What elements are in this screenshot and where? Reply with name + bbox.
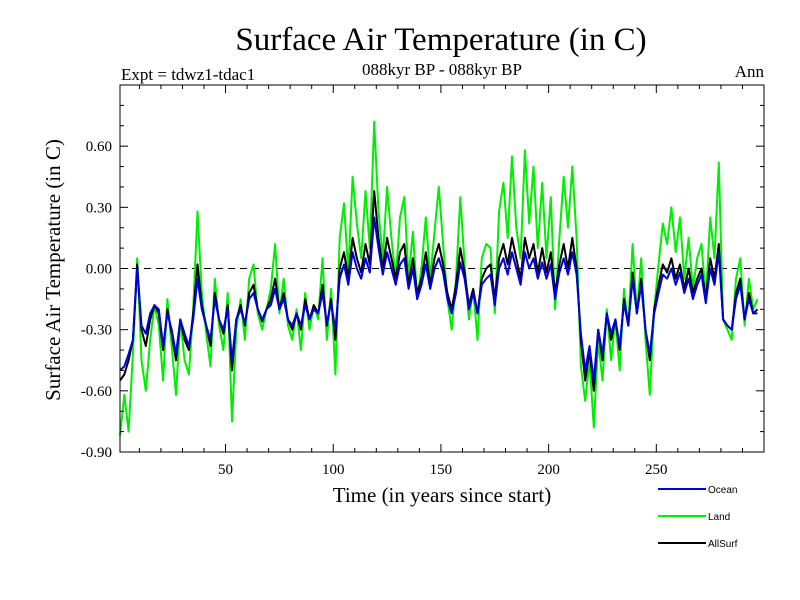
y-tick-label: 0.30 (86, 200, 112, 216)
x-tick-label: 250 (645, 462, 668, 478)
chart-title: Surface Air Temperature (in C) (235, 22, 646, 58)
legend-label-land: Land (708, 512, 730, 523)
y-tick-label: 0.60 (86, 139, 112, 155)
period-label: 088kyr BP - 088kyr BP (362, 60, 522, 79)
y-tick-label: 0.00 (86, 262, 112, 278)
experiment-label: Expt = tdwz1-tdac1 (121, 65, 255, 84)
x-tick-label: 150 (430, 462, 453, 478)
y-tick-label: -0.30 (81, 323, 112, 339)
legend: Ocean Land AllSurf (658, 485, 738, 550)
season-label: Ann (735, 62, 765, 81)
y-tick-label: -0.90 (81, 445, 112, 461)
legend-label-ocean: Ocean (708, 485, 737, 496)
axes: -0.90 -0.60 -0.30 0.00 0.30 0.60 50 100 150 200 25… (81, 84, 765, 478)
x-tick-label: 100 (322, 462, 345, 478)
x-tick-label: 200 (537, 462, 560, 478)
y-axis-label: Surface Air Temperature (in C) (41, 139, 65, 401)
series-line-ocean (119, 216, 758, 382)
legend-label-allsurf: AllSurf (708, 539, 738, 550)
x-tick-label: 50 (218, 462, 233, 478)
x-axis-label: Time (in years since start) (333, 483, 552, 507)
y-tick-label: -0.60 (81, 384, 112, 400)
plot-area (119, 120, 764, 436)
